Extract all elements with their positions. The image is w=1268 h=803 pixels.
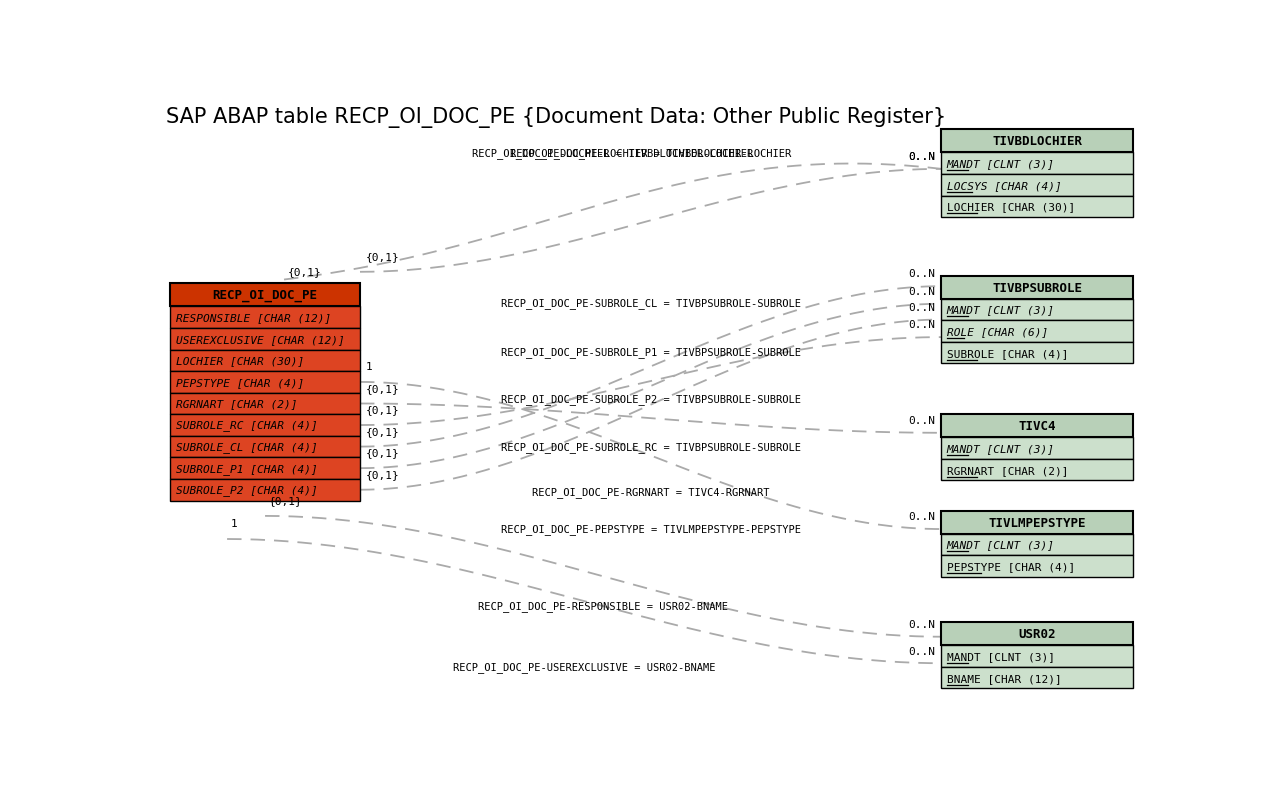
Bar (941, 153, 1134, 175)
Bar (941, 459, 1134, 481)
Text: {0,1}: {0,1} (366, 426, 399, 436)
Bar (170, 328, 360, 350)
Text: MANDT [CLNT (3)]: MANDT [CLNT (3)] (947, 159, 1055, 169)
Bar (941, 667, 1134, 688)
Text: MANDT [CLNT (3)]: MANDT [CLNT (3)] (947, 651, 1055, 661)
Bar (941, 622, 1134, 646)
Bar (941, 556, 1134, 577)
Bar (941, 646, 1134, 667)
Text: RGRNART [CHAR (2)]: RGRNART [CHAR (2)] (175, 399, 297, 409)
Text: TIVC4: TIVC4 (1018, 420, 1056, 433)
Text: PEPSTYPE [CHAR (4)]: PEPSTYPE [CHAR (4)] (947, 561, 1075, 571)
Bar (170, 479, 360, 501)
Text: RECP_OI_DOC_PE-SUBROLE_RC = TIVBPSUBROLE-SUBROLE: RECP_OI_DOC_PE-SUBROLE_RC = TIVBPSUBROLE… (501, 442, 800, 452)
Bar (170, 350, 360, 372)
Text: 0..N: 0..N (908, 416, 935, 426)
Text: RECP_OI_DOC_PE-SUBROLE_P2 = TIVBPSUBROLE-SUBROLE: RECP_OI_DOC_PE-SUBROLE_P2 = TIVBPSUBROLE… (501, 394, 800, 405)
Text: LOCHIER [CHAR (30)]: LOCHIER [CHAR (30)] (175, 356, 304, 366)
Bar (170, 307, 360, 328)
Text: RECP_OI_DOC_PE-LOCHIER = TIVBDLOCHIER-LOCHIER: RECP_OI_DOC_PE-LOCHIER = TIVBDLOCHIER-LO… (510, 148, 791, 159)
Text: USR02: USR02 (1018, 627, 1056, 641)
Text: 0..N: 0..N (908, 152, 935, 162)
Text: RECP_OI_DOC_PE-SUBROLE_CL = TIVBPSUBROLE-SUBROLE: RECP_OI_DOC_PE-SUBROLE_CL = TIVBPSUBROLE… (501, 298, 800, 308)
Text: {0,1}: {0,1} (288, 267, 322, 276)
Text: TIVBPSUBROLE: TIVBPSUBROLE (993, 281, 1083, 295)
Text: SUBROLE_P1 [CHAR (4)]: SUBROLE_P1 [CHAR (4)] (175, 463, 317, 474)
Text: LOCHIER [CHAR (30)]: LOCHIER [CHAR (30)] (947, 202, 1075, 212)
Bar (170, 436, 360, 458)
Bar (941, 534, 1134, 556)
Text: {0,1}: {0,1} (366, 383, 399, 393)
Text: BNAME [CHAR (12)]: BNAME [CHAR (12)] (947, 673, 1061, 683)
Text: SUBROLE [CHAR (4)]: SUBROLE [CHAR (4)] (947, 349, 1068, 358)
Bar (941, 321, 1134, 342)
Text: ROLE [CHAR (6)]: ROLE [CHAR (6)] (947, 327, 1047, 336)
Bar (170, 372, 360, 393)
Text: LOCSYS [CHAR (4)]: LOCSYS [CHAR (4)] (947, 181, 1061, 190)
Text: SUBROLE_CL [CHAR (4)]: SUBROLE_CL [CHAR (4)] (175, 442, 317, 452)
Text: 0..N: 0..N (908, 619, 935, 630)
Bar (941, 438, 1134, 459)
Text: 1: 1 (231, 519, 237, 528)
Bar (941, 300, 1134, 321)
Bar (170, 284, 360, 307)
Bar (941, 511, 1134, 534)
Text: RECP_OI_DOC_PE-LOCHIER = TIVBDLOCHIER-LOCHIER: RECP_OI_DOC_PE-LOCHIER = TIVBDLOCHIER-LO… (472, 148, 753, 159)
Text: {0,1}: {0,1} (366, 470, 399, 479)
Text: 1: 1 (366, 361, 373, 372)
Text: RECP_OI_DOC_PE-RESPONSIBLE = USR02-BNAME: RECP_OI_DOC_PE-RESPONSIBLE = USR02-BNAME (478, 600, 728, 611)
Text: {0,1}: {0,1} (366, 405, 399, 414)
Text: {0,1}: {0,1} (269, 495, 303, 506)
Text: RGRNART [CHAR (2)]: RGRNART [CHAR (2)] (947, 465, 1068, 475)
Bar (941, 175, 1134, 197)
Text: MANDT [CLNT (3)]: MANDT [CLNT (3)] (947, 540, 1055, 550)
Text: RESPONSIBLE [CHAR (12)]: RESPONSIBLE [CHAR (12)] (175, 313, 331, 323)
Text: 0..N: 0..N (908, 646, 935, 656)
Bar (170, 414, 360, 436)
Text: 0..N: 0..N (908, 303, 935, 312)
Text: {0,1}: {0,1} (366, 448, 399, 458)
Bar (941, 414, 1134, 438)
Text: 0..N: 0..N (908, 287, 935, 296)
Text: PEPSTYPE [CHAR (4)]: PEPSTYPE [CHAR (4)] (175, 377, 304, 387)
Text: TIVLMPEPSTYPE: TIVLMPEPSTYPE (989, 516, 1087, 529)
Text: RECP_OI_DOC_PE-USEREXCLUSIVE = USR02-BNAME: RECP_OI_DOC_PE-USEREXCLUSIVE = USR02-BNA… (453, 662, 715, 672)
Text: RECP_OI_DOC_PE-RGRNART = TIVC4-RGRNART: RECP_OI_DOC_PE-RGRNART = TIVC4-RGRNART (531, 486, 770, 497)
Bar (941, 130, 1134, 153)
Text: RECP_OI_DOC_PE-SUBROLE_P1 = TIVBPSUBROLE-SUBROLE: RECP_OI_DOC_PE-SUBROLE_P1 = TIVBPSUBROLE… (501, 346, 800, 357)
Bar (941, 197, 1134, 218)
Text: 0..N: 0..N (908, 269, 935, 279)
Bar (170, 458, 360, 479)
Text: TIVBDLOCHIER: TIVBDLOCHIER (993, 135, 1083, 149)
Bar (941, 276, 1134, 300)
Text: USEREXCLUSIVE [CHAR (12)]: USEREXCLUSIVE [CHAR (12)] (175, 334, 345, 344)
Text: 0..N: 0..N (908, 512, 935, 522)
Text: MANDT [CLNT (3)]: MANDT [CLNT (3)] (947, 443, 1055, 454)
Text: {0,1}: {0,1} (366, 251, 399, 262)
Text: RECP_OI_DOC_PE: RECP_OI_DOC_PE (213, 289, 317, 302)
Text: SUBROLE_RC [CHAR (4)]: SUBROLE_RC [CHAR (4)] (175, 420, 317, 431)
Text: 0..N: 0..N (908, 320, 935, 330)
Text: SAP ABAP table RECP_OI_DOC_PE {Document Data: Other Public Register}: SAP ABAP table RECP_OI_DOC_PE {Document … (166, 107, 946, 128)
Bar (170, 393, 360, 414)
Text: RECP_OI_DOC_PE-PEPSTYPE = TIVLMPEPSTYPE-PEPSTYPE: RECP_OI_DOC_PE-PEPSTYPE = TIVLMPEPSTYPE-… (501, 523, 800, 534)
Text: SUBROLE_P2 [CHAR (4)]: SUBROLE_P2 [CHAR (4)] (175, 485, 317, 495)
Text: MANDT [CLNT (3)]: MANDT [CLNT (3)] (947, 305, 1055, 315)
Bar (941, 342, 1134, 364)
Text: 0..N: 0..N (908, 152, 935, 162)
